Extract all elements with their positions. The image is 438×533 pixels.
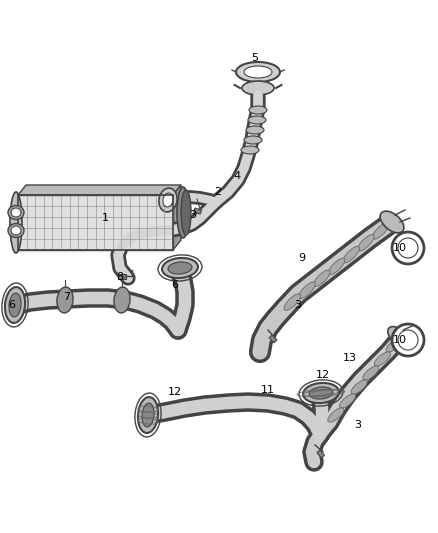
Bar [118, 274, 126, 279]
Text: 2: 2 [215, 187, 222, 197]
Ellipse shape [284, 294, 300, 310]
Text: 5: 5 [251, 53, 258, 63]
Text: 8: 8 [117, 272, 124, 282]
Circle shape [398, 238, 418, 258]
Ellipse shape [242, 81, 274, 95]
Ellipse shape [249, 106, 267, 114]
Ellipse shape [303, 383, 339, 403]
Ellipse shape [351, 380, 367, 394]
Ellipse shape [386, 338, 402, 352]
Text: 7: 7 [64, 292, 71, 302]
Ellipse shape [236, 62, 280, 82]
Ellipse shape [241, 146, 259, 154]
Ellipse shape [248, 116, 266, 124]
Ellipse shape [363, 366, 379, 380]
Ellipse shape [328, 408, 344, 422]
Ellipse shape [177, 187, 189, 238]
Polygon shape [173, 185, 181, 250]
Ellipse shape [374, 352, 391, 366]
Text: 11: 11 [261, 385, 275, 395]
Polygon shape [18, 195, 173, 250]
Ellipse shape [181, 190, 191, 235]
Ellipse shape [358, 235, 374, 251]
Bar [194, 208, 201, 214]
Text: 13: 13 [343, 353, 357, 363]
Bar [317, 450, 325, 458]
Text: 10: 10 [393, 335, 407, 345]
Ellipse shape [246, 126, 264, 134]
Ellipse shape [380, 211, 404, 233]
Text: 12: 12 [316, 370, 330, 380]
Text: 1: 1 [102, 213, 109, 223]
Circle shape [392, 232, 424, 264]
Ellipse shape [5, 287, 25, 323]
Text: 3: 3 [354, 420, 361, 430]
Ellipse shape [163, 193, 173, 207]
Ellipse shape [244, 66, 272, 78]
Bar [18, 195, 173, 250]
Text: 6: 6 [172, 280, 179, 290]
Ellipse shape [57, 287, 73, 313]
Text: 3: 3 [294, 300, 301, 310]
Ellipse shape [339, 394, 356, 408]
Text: 12: 12 [168, 387, 182, 397]
Ellipse shape [309, 387, 333, 399]
Text: 6: 6 [8, 300, 15, 310]
Ellipse shape [299, 282, 315, 298]
Circle shape [398, 330, 418, 350]
Ellipse shape [11, 226, 21, 235]
Polygon shape [18, 185, 181, 195]
Ellipse shape [162, 258, 198, 278]
Ellipse shape [10, 192, 22, 253]
Ellipse shape [314, 270, 330, 287]
Ellipse shape [9, 293, 21, 317]
Ellipse shape [244, 136, 262, 144]
Ellipse shape [343, 246, 360, 263]
Ellipse shape [11, 208, 21, 217]
Text: 10: 10 [393, 243, 407, 253]
Text: 9: 9 [298, 253, 306, 263]
Ellipse shape [8, 223, 24, 238]
Ellipse shape [8, 206, 24, 220]
Text: 3: 3 [190, 210, 197, 220]
Ellipse shape [328, 258, 345, 275]
Ellipse shape [142, 403, 154, 427]
Text: 4: 4 [233, 171, 240, 181]
Ellipse shape [388, 327, 408, 345]
Ellipse shape [159, 188, 177, 212]
Ellipse shape [168, 262, 192, 274]
Bar [269, 335, 277, 343]
Ellipse shape [138, 397, 158, 433]
Ellipse shape [372, 223, 389, 239]
Circle shape [392, 324, 424, 356]
Ellipse shape [114, 287, 130, 313]
